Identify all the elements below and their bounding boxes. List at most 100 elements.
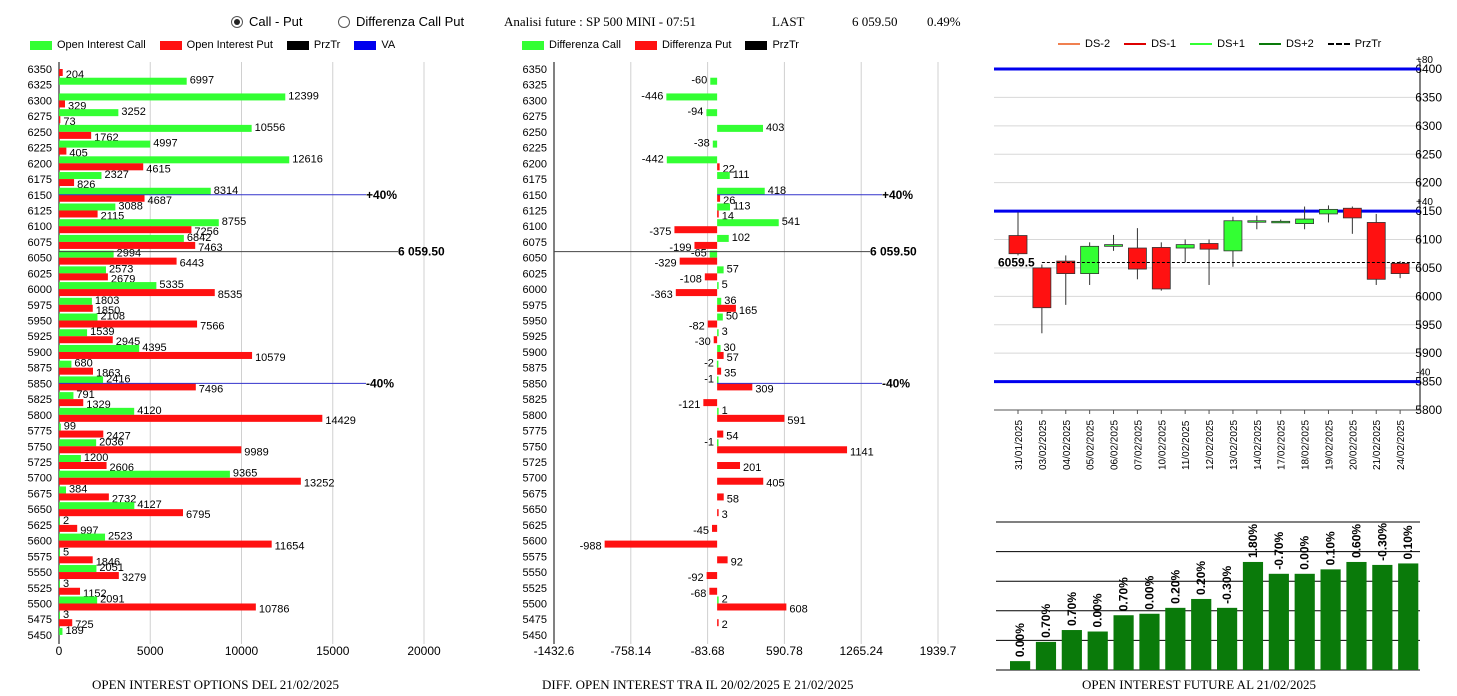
- call-bar: [59, 533, 106, 541]
- candle-body: [1319, 208, 1338, 215]
- y-tick-label: 6050: [28, 253, 52, 265]
- x-tick-label: 17/02/2025: [1277, 420, 1288, 470]
- call-value-label: 8755: [222, 216, 246, 228]
- va-level-label: -40%: [882, 376, 910, 390]
- call-bar: [59, 266, 106, 274]
- put-bar: [59, 446, 242, 454]
- diff-call-bar: [717, 439, 719, 447]
- call-bar: [59, 313, 98, 321]
- future-oi-bar: [1398, 563, 1419, 670]
- diff-put-bar: [674, 226, 718, 234]
- y-tick-label: 5675: [28, 488, 52, 500]
- last-value: 6 059.50: [852, 14, 898, 29]
- call-value-label: 384: [69, 483, 87, 495]
- candle-body: [1008, 235, 1028, 255]
- diff-put-value-label: 1141: [850, 446, 874, 458]
- put-bar: [59, 289, 215, 297]
- diff-call-bar: [709, 250, 718, 258]
- future-oi-bar-label: -0.70%: [1272, 531, 1286, 569]
- legend-diff-prztr-label: PrzTr: [772, 39, 799, 51]
- future-oi-bar: [1010, 661, 1031, 670]
- put-value-label: 8535: [218, 289, 242, 301]
- put-value-label: 7463: [198, 242, 222, 254]
- y-tick-label: 6100: [523, 221, 547, 233]
- legend-item-diff-prztr: PrzTr: [745, 39, 799, 51]
- call-bar: [59, 172, 102, 180]
- y-tick-label: 6200: [1415, 176, 1442, 190]
- y-tick-label: 6200: [523, 158, 547, 170]
- legend-item-dsm1: DS-1: [1124, 38, 1176, 50]
- diff-put-value-label: -108: [680, 273, 702, 285]
- call-bar: [59, 376, 104, 384]
- put-bar: [59, 304, 93, 312]
- y-tick-label: 5475: [28, 614, 52, 626]
- candle-body: [1175, 244, 1195, 249]
- future-oi-bar-label: 0.00%: [1013, 623, 1027, 657]
- y-tick-label: 5850: [28, 378, 52, 390]
- y-tick-label: 6175: [28, 174, 52, 186]
- call-bar: [59, 156, 290, 164]
- put-value-label: 10579: [255, 352, 286, 364]
- legend-item-put: Open Interest Put: [159, 39, 273, 51]
- put-bar: [59, 179, 75, 187]
- x-tick-label: 12/02/2025: [1205, 420, 1216, 470]
- call-bar: [59, 423, 61, 431]
- diff-put-value-label: -92: [688, 572, 704, 584]
- call-value-label: 12399: [288, 90, 319, 102]
- call-value-label: 680: [74, 358, 92, 370]
- put-bar: [59, 509, 184, 517]
- diff-call-value-label: 418: [768, 185, 786, 197]
- call-value-label: 10556: [255, 122, 286, 134]
- legend-item-call: Open Interest Call: [30, 39, 146, 51]
- future-candlestick-chart: 5800 5850 5900 5950 6000 6050 6100 6150 6200 6250…: [994, 55, 1442, 470]
- call-value-label: 3: [63, 609, 69, 621]
- diff-call-value-label: -442: [642, 153, 664, 165]
- future-oi-bar: [1346, 561, 1367, 670]
- diff-put-value-label: 608: [789, 603, 807, 615]
- y-tick-label: 5525: [523, 583, 547, 595]
- diff-put-value-label: -988: [580, 541, 602, 553]
- y-tick-label: 5725: [28, 457, 52, 469]
- put-value-label: 7566: [200, 321, 224, 333]
- y-tick-label: 5650: [28, 504, 52, 516]
- diff-call-value-label: 36: [724, 295, 736, 307]
- radio-unselected-icon: [338, 15, 350, 28]
- x-tick-label: 05/02/2025: [1086, 420, 1097, 470]
- diff-put-value-label: 309: [755, 383, 773, 395]
- y-tick-label: 5875: [523, 363, 547, 375]
- call-value-label: 1803: [95, 295, 119, 307]
- call-value-label: 4120: [137, 405, 161, 417]
- caption-chart2: DIFF. OPEN INTEREST TRA IL 20/02/2025 E …: [542, 677, 854, 692]
- y-tick-label: 5525: [28, 583, 52, 595]
- radio-call-put[interactable]: Call - Put: [231, 14, 302, 29]
- put-value-label: 9989: [244, 446, 268, 458]
- y-tick-label: 6300: [28, 95, 52, 107]
- radio-differenza[interactable]: Differenza Call Put: [338, 14, 464, 29]
- diff-put-value-label: -121: [678, 399, 700, 411]
- put-value-label: 3279: [122, 572, 146, 584]
- put-bar: [59, 383, 196, 391]
- call-bar: [59, 329, 88, 337]
- diff-call-value-label: -446: [641, 90, 663, 102]
- candle-body: [1080, 245, 1100, 275]
- candle-body: [1056, 260, 1076, 275]
- put-bar: [59, 69, 63, 76]
- diff-put-value-label: -68: [690, 588, 706, 600]
- y-tick-label: 6000: [28, 284, 52, 296]
- put-value-label: 1850: [96, 305, 120, 317]
- y-tick-label: 5875: [28, 363, 52, 375]
- diff-put-value-label: 201: [743, 462, 761, 474]
- diff-put-bar: [717, 619, 719, 627]
- diff-put-value-label: 58: [727, 493, 739, 505]
- y-tick-label: 6250: [1415, 147, 1442, 161]
- candle-body: [1104, 244, 1123, 247]
- diff-call-bar: [717, 219, 779, 227]
- put-value-label: 13252: [304, 478, 335, 490]
- y-tick-label: 5950: [28, 316, 52, 328]
- legend-dsm1-label: DS-1: [1151, 38, 1177, 50]
- call-value-label: 2091: [100, 593, 124, 605]
- y-tick-label: 5800: [28, 410, 52, 422]
- call-value-label: 99: [64, 421, 76, 433]
- y-tick-label: 6025: [28, 268, 52, 280]
- y-tick-label: 6100: [28, 221, 52, 233]
